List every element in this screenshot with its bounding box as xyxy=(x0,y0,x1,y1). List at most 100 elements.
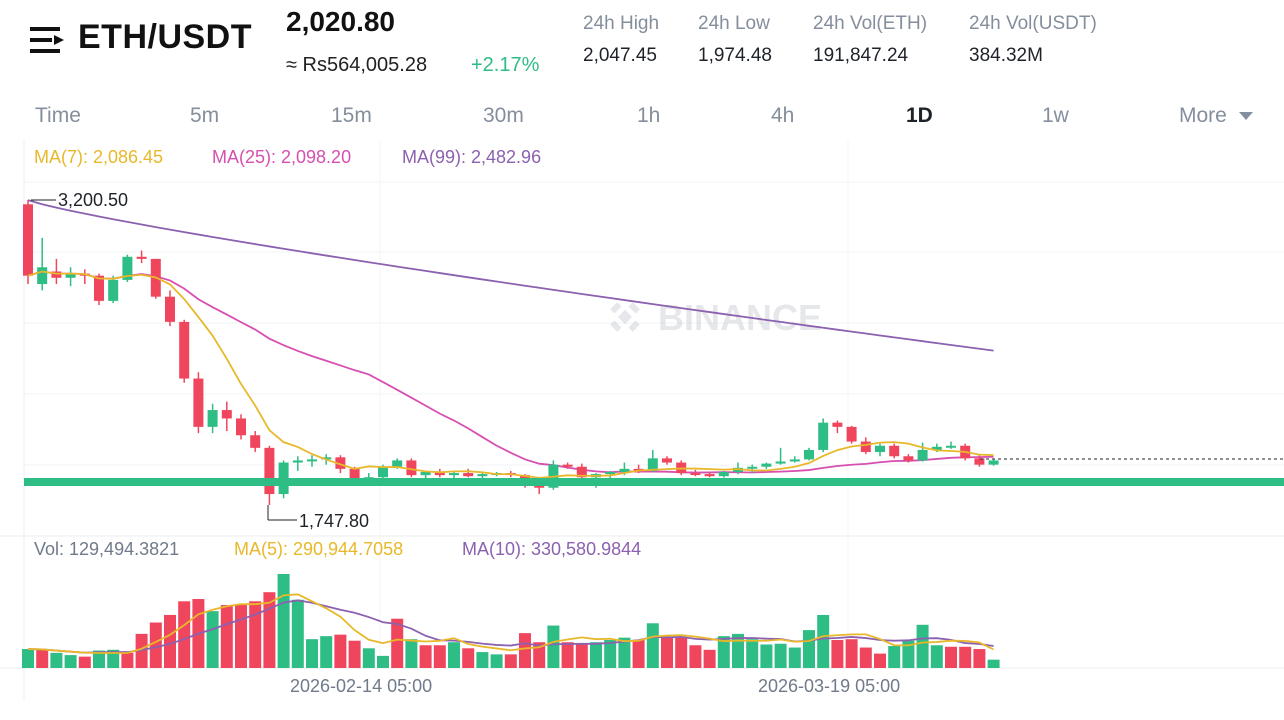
high-marker-label: 3,200.50 xyxy=(58,190,128,210)
volume-bar xyxy=(476,652,489,668)
volume-ma5-line xyxy=(27,593,994,654)
candle-body xyxy=(534,485,545,488)
volume-bar xyxy=(306,639,318,668)
candle-body xyxy=(193,378,204,427)
candle-body xyxy=(846,426,857,442)
volume-bar xyxy=(959,646,972,668)
candle-body xyxy=(576,466,587,478)
candle-body xyxy=(818,422,829,450)
volume-ma10-legend: MA(10): 330,580.9844 xyxy=(462,539,642,559)
candle-body xyxy=(477,474,488,477)
caret-down-icon xyxy=(1238,112,1253,121)
tab-1d[interactable]: 1D xyxy=(906,104,933,127)
tab-5m[interactable]: 5m xyxy=(190,104,220,127)
candle-body xyxy=(974,458,985,465)
candle-body xyxy=(51,271,62,278)
candle-body xyxy=(690,473,701,476)
menu-icon[interactable] xyxy=(30,26,64,54)
tab-4h[interactable]: 4h xyxy=(771,104,795,127)
interval-tabs: Time 5m 15m 30m 1h 4h 1D 1w More xyxy=(0,96,1284,136)
volume-bar xyxy=(249,601,262,668)
volume-bar xyxy=(391,618,404,668)
tab-time[interactable]: Time xyxy=(35,104,81,127)
ma7-line xyxy=(27,270,994,479)
stat-24h-high-value: 2,047.45 xyxy=(583,45,657,66)
volume-bar xyxy=(490,654,503,668)
candle-body xyxy=(108,279,119,301)
candle-body xyxy=(747,466,758,469)
volume-bar xyxy=(320,636,333,668)
volume-bar xyxy=(533,642,546,668)
tab-30m[interactable]: 30m xyxy=(483,104,524,127)
candle-body xyxy=(122,256,133,280)
candle-body xyxy=(775,461,786,464)
volume-bar xyxy=(817,614,830,668)
volume-bar xyxy=(149,622,162,668)
candle-body xyxy=(392,460,403,467)
ma25-legend: MA(25): 2,098.20 xyxy=(212,147,352,167)
volume-bar xyxy=(405,639,418,668)
volume-bar xyxy=(519,633,531,668)
watermark-text: BINANCE xyxy=(658,297,822,338)
last-price: 2,020.80 xyxy=(286,6,395,37)
volume-bar xyxy=(945,646,957,668)
volume-bar xyxy=(107,649,120,668)
volume-bar xyxy=(362,648,375,668)
ma99-path xyxy=(27,199,994,352)
volume-bar xyxy=(93,650,105,668)
ma99-line xyxy=(27,199,994,352)
candle-body xyxy=(264,447,275,495)
ma25-path xyxy=(27,270,994,474)
trading-pair-title[interactable]: ETH/USDT xyxy=(78,18,252,56)
stat-24h-high-label: 24h High xyxy=(583,13,660,34)
volume-bars xyxy=(22,574,1000,668)
candle-body xyxy=(221,410,232,419)
candle-body xyxy=(335,457,346,469)
candle-body xyxy=(23,204,33,276)
candle-body xyxy=(378,466,388,478)
volume-bar xyxy=(973,649,986,668)
candle-body xyxy=(406,460,417,476)
tab-1w[interactable]: 1w xyxy=(1042,104,1069,127)
candle-body xyxy=(832,422,843,427)
volume-bar xyxy=(575,643,588,668)
tab-more-label: More xyxy=(1179,104,1227,127)
volume-ma10-line xyxy=(27,599,994,654)
volume-bar xyxy=(178,601,191,668)
candle-body xyxy=(94,275,104,301)
volume-bar xyxy=(987,659,1000,668)
volume-ma5-path xyxy=(27,593,994,654)
volume-bar xyxy=(689,645,702,668)
stat-24h-vol-eth-value: 191,847.24 xyxy=(813,45,909,66)
candle-body xyxy=(449,473,459,476)
tab-1h[interactable]: 1h xyxy=(637,104,661,127)
tab-15m[interactable]: 15m xyxy=(331,104,372,127)
volume-bar xyxy=(916,624,929,668)
fiat-price: ≈ Rs564,005.28 xyxy=(286,54,428,76)
ma99-legend: MA(99): 2,482.96 xyxy=(402,147,542,167)
volume-bar xyxy=(760,644,773,668)
volume-bar xyxy=(22,649,34,668)
volume-bar xyxy=(504,654,517,668)
stat-24h-low-label: 24h Low xyxy=(698,13,770,34)
volume-bar xyxy=(604,639,617,668)
volume-bar xyxy=(263,592,276,668)
candle-body xyxy=(647,458,658,471)
volume-bar xyxy=(206,611,219,668)
volume-bar xyxy=(632,639,645,668)
volume-bar xyxy=(377,655,389,668)
volume-bar xyxy=(675,637,688,668)
tab-more[interactable]: More xyxy=(1179,104,1253,128)
candle-body xyxy=(236,418,246,436)
volume-bar xyxy=(561,642,574,668)
volume-legend: Vol: 129,494.3821 xyxy=(34,539,180,559)
volume-bar xyxy=(50,652,63,668)
volume-bar xyxy=(902,640,915,668)
candle-body xyxy=(165,296,175,322)
volume-bar xyxy=(703,649,716,668)
binance-watermark: BINANCE xyxy=(610,297,822,338)
candle-body xyxy=(605,471,616,475)
volume-ma10-path xyxy=(27,599,994,654)
volume-bar xyxy=(220,605,233,668)
